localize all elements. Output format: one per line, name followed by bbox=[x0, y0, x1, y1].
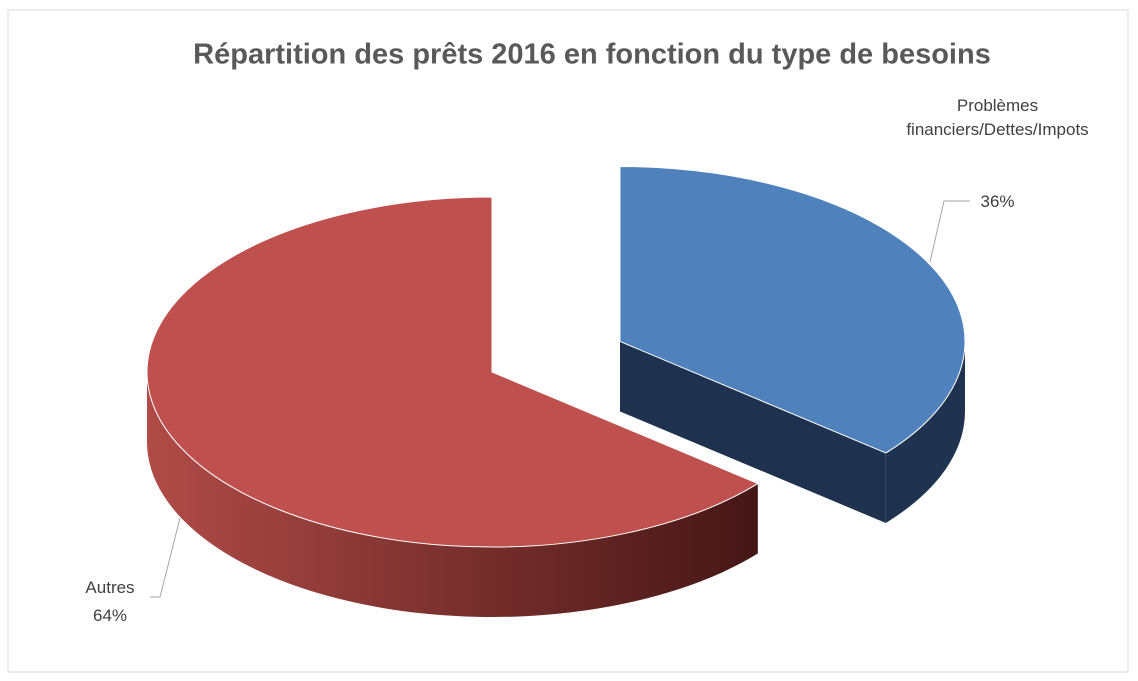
slice-value-label: 64% bbox=[92, 606, 128, 625]
pie bbox=[146, 165, 966, 618]
slice-value-label: 36% bbox=[980, 192, 1015, 211]
leader-line bbox=[929, 200, 970, 263]
slice-label: Problèmes financiers/Dettes/Impots bbox=[906, 96, 1089, 139]
slice-wall bbox=[885, 341, 965, 523]
slice-wall bbox=[146, 372, 758, 618]
slice bbox=[619, 165, 966, 454]
chart-title: Répartition des prêts 2016 en fonction d… bbox=[193, 39, 991, 71]
slice bbox=[146, 196, 759, 548]
leader-line bbox=[150, 517, 181, 598]
slice-label: Autres bbox=[85, 578, 135, 597]
slice-side bbox=[619, 341, 886, 523]
